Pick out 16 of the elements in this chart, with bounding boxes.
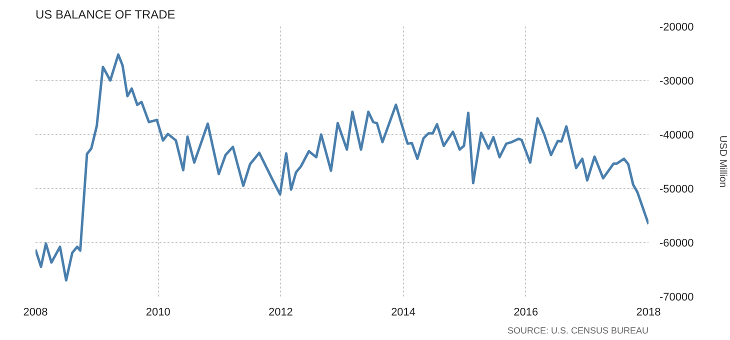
x-tick-label: 2018 [636, 306, 661, 318]
source-note: SOURCE: U.S. CENSUS BUREAU [507, 326, 649, 336]
y-tick-label: -40000 [660, 130, 694, 142]
y-tick-label: -60000 [660, 238, 694, 250]
y-tick-label: -70000 [660, 292, 694, 304]
y-tick-label: -50000 [660, 184, 694, 196]
x-tick-label: 2014 [391, 306, 416, 318]
y-tick-label: -30000 [660, 76, 694, 88]
y-axis-title: USD Million [716, 135, 728, 188]
x-tick-label: 2012 [268, 306, 293, 318]
y-tick-label: -20000 [660, 22, 694, 34]
x-tick-label: 2010 [146, 306, 170, 318]
x-tick-label: 2016 [514, 306, 538, 318]
line-series [36, 53, 648, 282]
x-tick-label: 2008 [23, 306, 48, 318]
chart-title: US BALANCE OF TRADE [36, 8, 176, 22]
